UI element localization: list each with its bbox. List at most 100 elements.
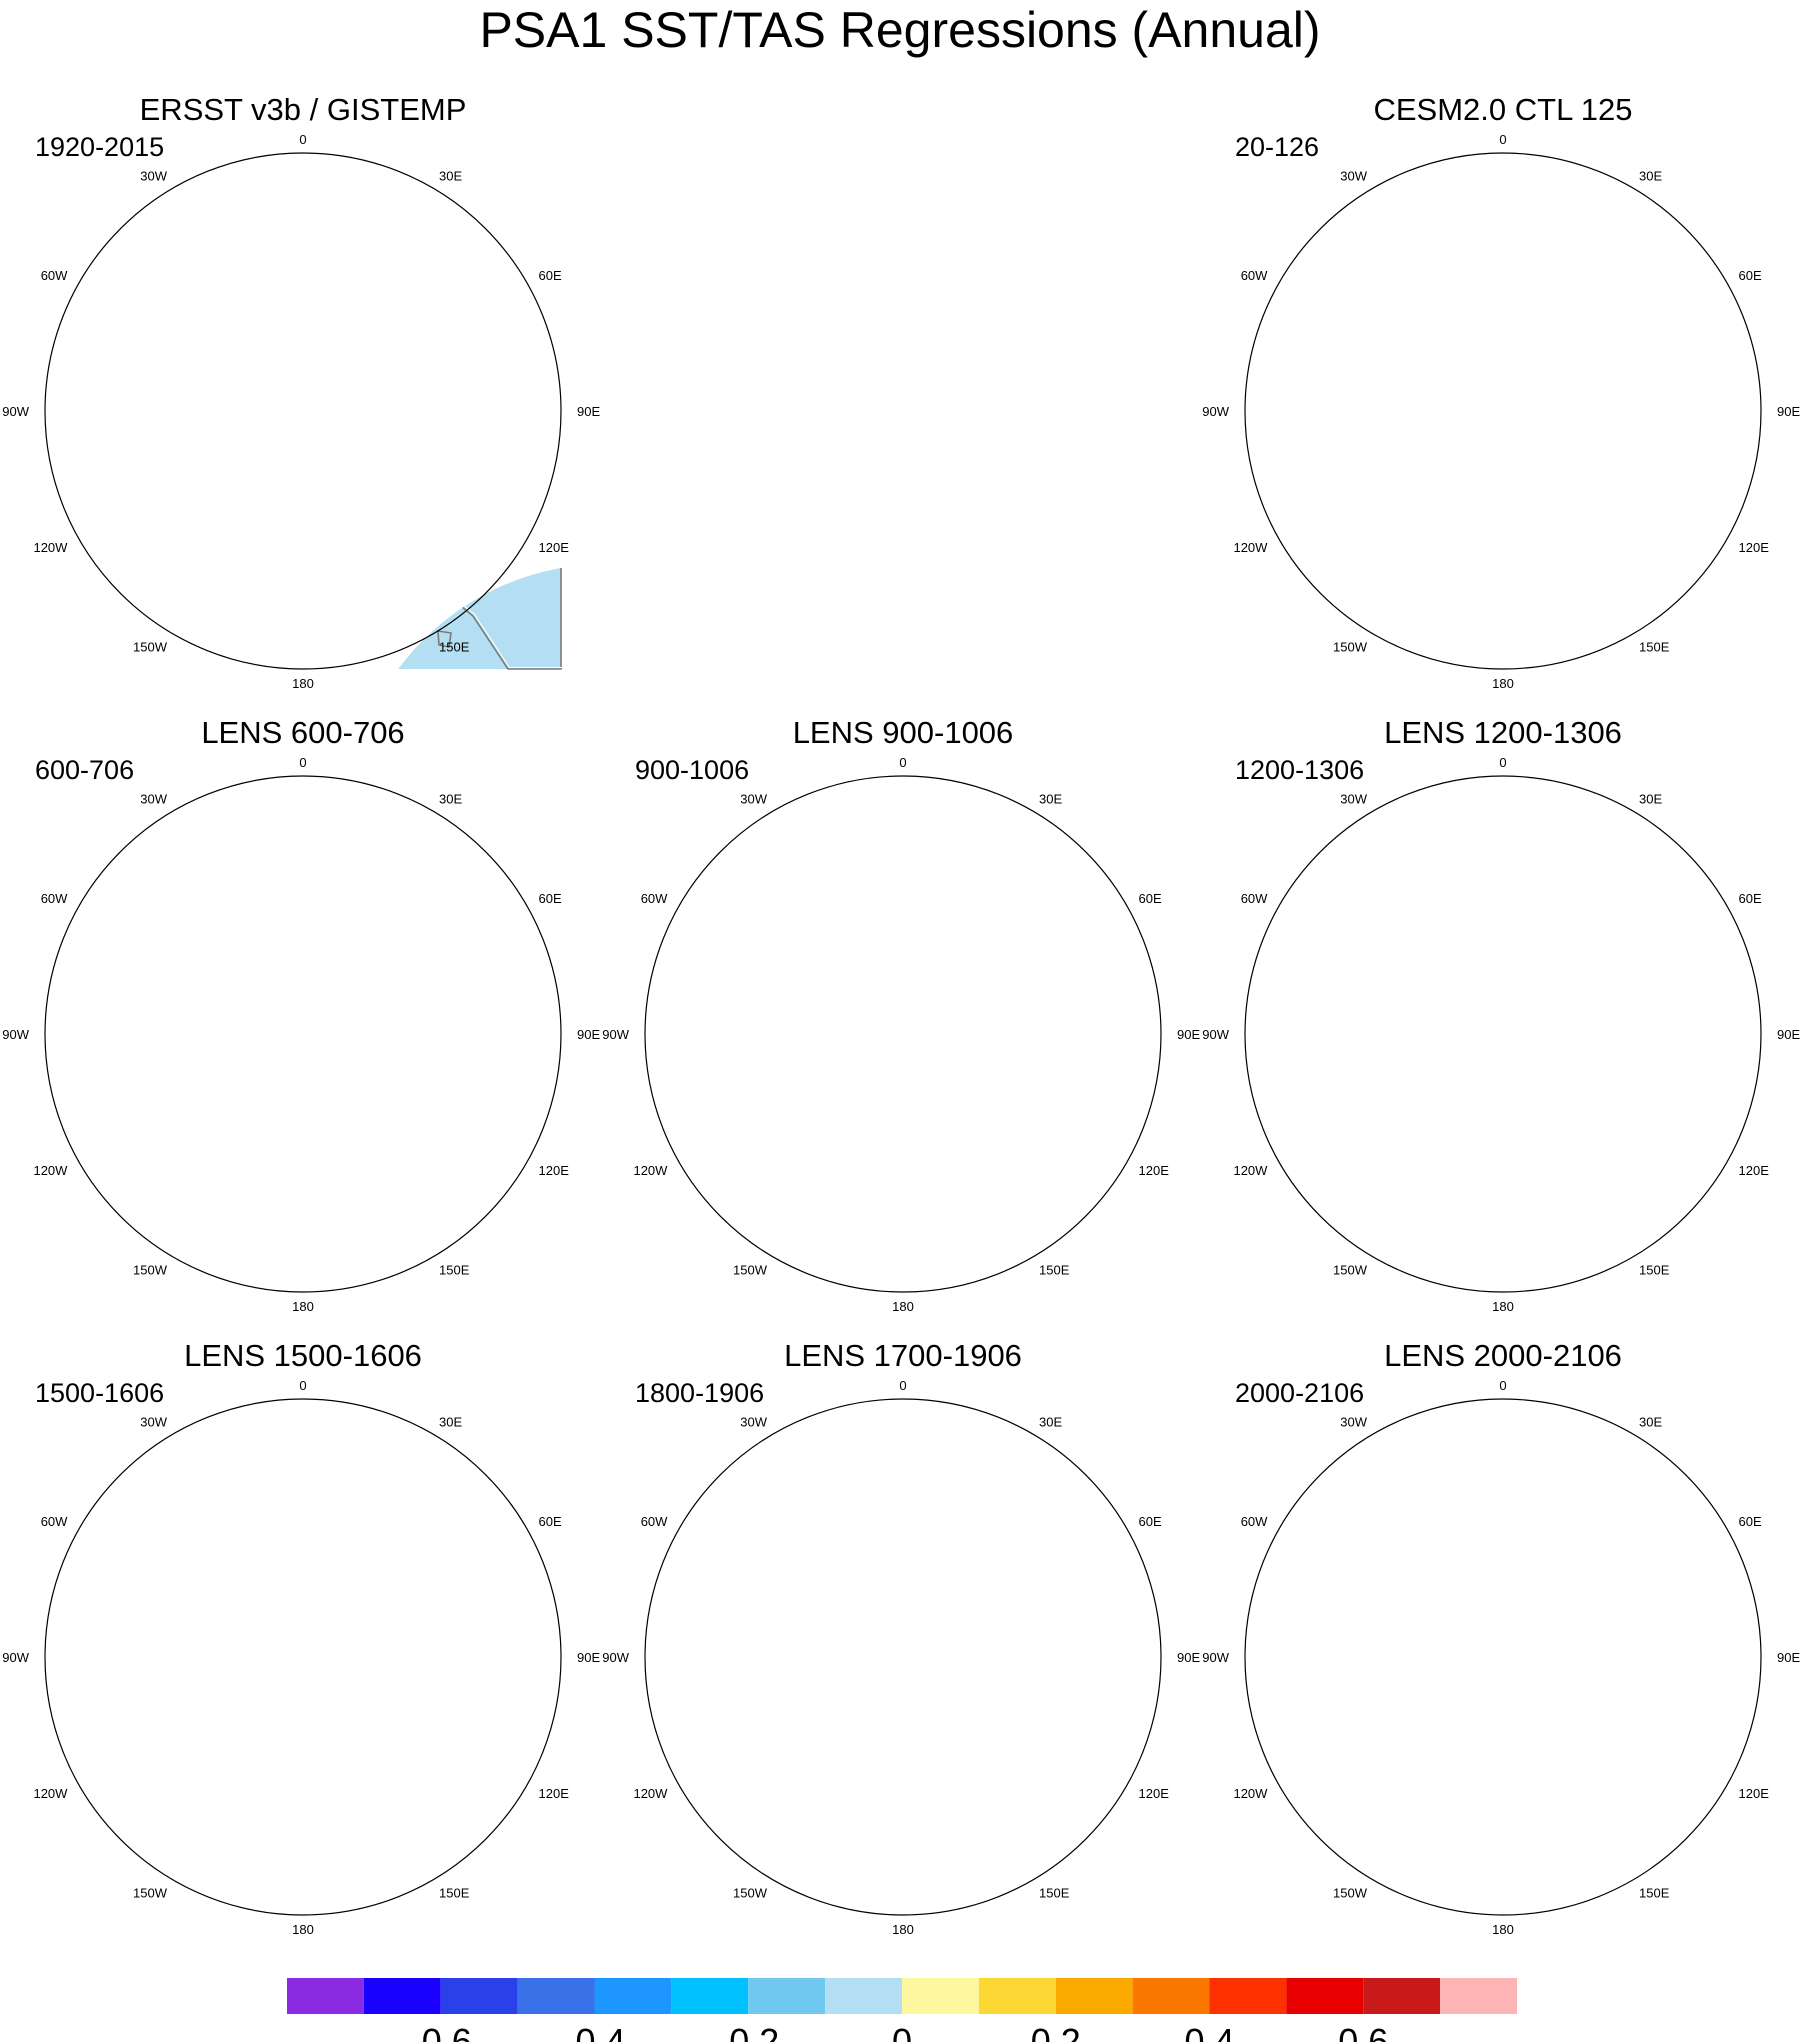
longitude-label: 0 (1499, 1378, 1506, 1393)
figure-title: PSA1 SST/TAS Regressions (Annual) (479, 2, 1320, 58)
coastlines (645, 734, 1161, 1292)
contour-region (498, 1573, 553, 1690)
colorbar-label: 0.2 (1031, 2021, 1081, 2042)
coastlines (45, 1357, 561, 1915)
longitude-label: 150E (1039, 1886, 1070, 1901)
longitude-label: 60W (41, 1514, 68, 1529)
coastlines (1245, 734, 1761, 1292)
panel-title: LENS 2000-2106 (1384, 1338, 1622, 1373)
contour-region (807, 940, 844, 1049)
longitude-label: 60E (539, 1514, 562, 1529)
contour-region (103, 1163, 162, 1245)
map-field (110, 430, 563, 670)
map-panel-lens-1700: LENS 1700-1906 1800-1906 0 30E 60E 90E 120E 150… (602, 1338, 1200, 1937)
colorbar-swatch (671, 1978, 749, 2014)
colorbar-label: -0.2 (717, 2021, 779, 2042)
longitude-label: 0 (899, 1378, 906, 1393)
longitude-label: 180 (292, 1922, 314, 1937)
longitude-label: 30E (439, 791, 462, 806)
map-border (44, 152, 562, 670)
longitude-label: 150W (733, 1886, 768, 1901)
longitude-label: 90E (1177, 1027, 1200, 1042)
longitude-label: 90E (1777, 1650, 1800, 1665)
longitude-label: 30E (1039, 1414, 1062, 1429)
contour-region (1303, 444, 1498, 561)
longitude-label: 150E (1639, 1886, 1670, 1901)
contour-region (783, 870, 963, 924)
map-panels: ERSST v3b / GISTEMP 1920-2015 0 30E 60E 90E 12… (2, 92, 1800, 1937)
longitude-label: 60E (1139, 1514, 1162, 1529)
longitude-label: 30E (1639, 791, 1662, 806)
contour-region (694, 1491, 1133, 1912)
coastlines (45, 734, 561, 1292)
longitude-label: 150E (1639, 1263, 1670, 1278)
longitude-label: 150W (133, 640, 168, 655)
colorbar-swatch (517, 1978, 595, 2014)
longitude-label: 120W (1233, 1786, 1268, 1801)
contour-region (348, 564, 423, 619)
colorbar-swatch (825, 1978, 902, 2014)
colorbar-label: 0 (892, 2021, 912, 2042)
longitude-label: 150E (439, 1886, 470, 1901)
longitude-label: 180 (1492, 676, 1514, 691)
longitude-label: 120W (33, 540, 68, 555)
longitude-label: 150W (1333, 1886, 1368, 1901)
panel-title: LENS 1200-1306 (1384, 715, 1622, 750)
contour-region (1669, 487, 1743, 563)
colorbar-label: 0.6 (1338, 2021, 1388, 2042)
colorbar-swatch (978, 1978, 1056, 2014)
contour-region (808, 1503, 853, 1617)
colorbar-swatch (440, 1978, 518, 2014)
contour-region (1253, 1113, 1513, 1292)
longitude-label: 60E (1739, 1514, 1762, 1529)
colorbar-swatch (748, 1978, 826, 2014)
longitude-label: 30E (439, 168, 462, 183)
contour-region (1303, 1756, 1362, 1846)
map-panel-lens-600: LENS 600-706 600-706 0 30E 60E 90E 120E 150E 180… (2, 715, 600, 1314)
map-border (644, 775, 1162, 1293)
longitude-label: 90W (1202, 404, 1229, 419)
map-field (1245, 733, 1763, 1293)
longitude-label: 150E (439, 640, 470, 655)
longitude-label: 0 (299, 755, 306, 770)
contour-region (363, 776, 503, 854)
contour-region (51, 1726, 287, 1915)
longitude-label: 180 (892, 1299, 914, 1314)
longitude-label: 30E (1639, 1414, 1662, 1429)
longitude-label: 30W (740, 1414, 767, 1429)
contour-region (1691, 1564, 1743, 1665)
longitude-label: 90W (1202, 1027, 1229, 1042)
longitude-label: 120E (1739, 1786, 1770, 1801)
contour-region (983, 1173, 1004, 1208)
longitude-label: 180 (1492, 1299, 1514, 1314)
period-label: 1500-1606 (35, 1378, 164, 1408)
contour-region (1317, 1066, 1451, 1155)
longitude-label: 120E (1739, 1163, 1770, 1178)
longitude-label: 150W (133, 1886, 168, 1901)
longitude-label: 60W (1241, 268, 1268, 283)
period-label: 1920-2015 (35, 132, 164, 162)
period-label: 900-1006 (635, 755, 749, 785)
panel-title: ERSST v3b / GISTEMP (140, 92, 467, 127)
longitude-label: 150E (439, 1263, 470, 1278)
longitude-label: 90E (577, 404, 600, 419)
contour-region (110, 430, 125, 462)
longitude-label: 180 (1492, 1922, 1514, 1937)
longitude-label: 60E (1739, 891, 1762, 906)
longitude-label: 120E (1139, 1786, 1170, 1801)
contour-region (363, 1399, 503, 1477)
longitude-label: 60E (1739, 268, 1762, 283)
longitude-label: 150W (133, 1263, 168, 1278)
contour-region (645, 934, 1141, 1229)
period-label: 1800-1906 (635, 1378, 764, 1408)
contour-region (53, 1093, 307, 1292)
longitude-label: 30W (1340, 791, 1367, 806)
longitude-label: 30E (1039, 791, 1062, 806)
contour-region (160, 445, 294, 551)
longitude-label: 0 (299, 132, 306, 147)
longitude-label: 30W (1340, 1414, 1367, 1429)
colorbar-swatch (594, 1978, 672, 2014)
map-field (645, 1356, 1163, 1916)
longitude-label: 150W (1333, 1263, 1368, 1278)
